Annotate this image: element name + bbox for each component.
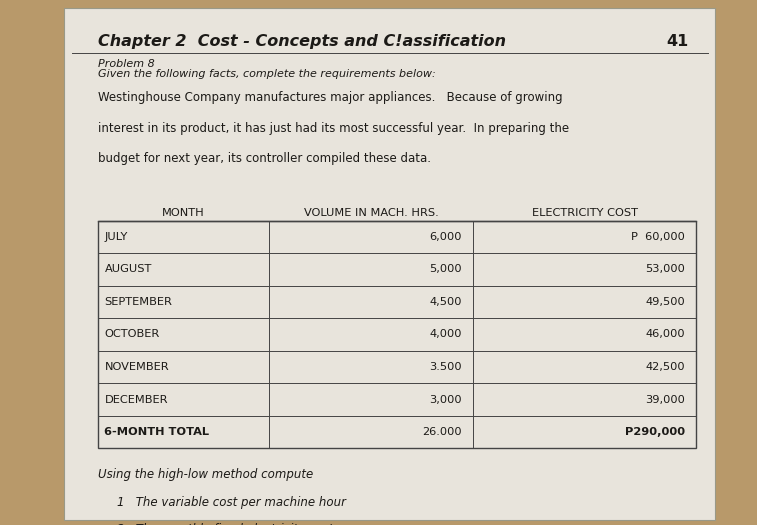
Text: 4,000: 4,000: [429, 329, 462, 340]
Text: 6-MONTH TOTAL: 6-MONTH TOTAL: [104, 427, 210, 437]
Text: 39,000: 39,000: [645, 394, 685, 405]
Text: 49,500: 49,500: [645, 297, 685, 307]
Text: 53,000: 53,000: [645, 264, 685, 275]
Bar: [98, 220, 696, 448]
Text: Given the following facts, complete the requirements below:: Given the following facts, complete the …: [98, 69, 436, 79]
Text: OCTOBER: OCTOBER: [104, 329, 160, 340]
Text: JULY: JULY: [104, 232, 128, 242]
Text: 46,000: 46,000: [646, 329, 685, 340]
Text: MONTH: MONTH: [162, 208, 205, 218]
Text: VOLUME IN MACH. HRS.: VOLUME IN MACH. HRS.: [304, 208, 438, 218]
Text: AUGUST: AUGUST: [104, 264, 152, 275]
Text: interest in its product, it has just had its most successful year.  In preparing: interest in its product, it has just had…: [98, 122, 569, 135]
Text: ELECTRICITY COST: ELECTRICITY COST: [531, 208, 638, 218]
Text: 5,000: 5,000: [429, 264, 462, 275]
Text: 3,000: 3,000: [429, 394, 462, 405]
Text: 6,000: 6,000: [429, 232, 462, 242]
Text: Chapter 2  Cost - Concepts and C!assification: Chapter 2 Cost - Concepts and C!assifica…: [98, 34, 506, 49]
Text: 26.000: 26.000: [422, 427, 462, 437]
Text: SEPTEMBER: SEPTEMBER: [104, 297, 173, 307]
Text: 4,500: 4,500: [429, 297, 462, 307]
Text: P290,000: P290,000: [625, 427, 685, 437]
Text: 42,500: 42,500: [646, 362, 685, 372]
Text: 3.500: 3.500: [429, 362, 462, 372]
Bar: [64, 8, 715, 520]
Text: Westinghouse Company manufactures major appliances.   Because of growing: Westinghouse Company manufactures major …: [98, 91, 563, 104]
Text: DECEMBER: DECEMBER: [104, 394, 168, 405]
Text: NOVEMBER: NOVEMBER: [104, 362, 169, 372]
Text: Using the high-low method compute: Using the high-low method compute: [98, 468, 313, 481]
Text: 2   The monthly fixed electricity costs: 2 The monthly fixed electricity costs: [117, 523, 340, 525]
Text: P  60,000: P 60,000: [631, 232, 685, 242]
Text: 41: 41: [667, 34, 689, 49]
Text: 1   The variable cost per machine hour: 1 The variable cost per machine hour: [117, 496, 347, 509]
Text: budget for next year, its controller compiled these data.: budget for next year, its controller com…: [98, 152, 431, 165]
Text: Problem 8: Problem 8: [98, 59, 155, 69]
